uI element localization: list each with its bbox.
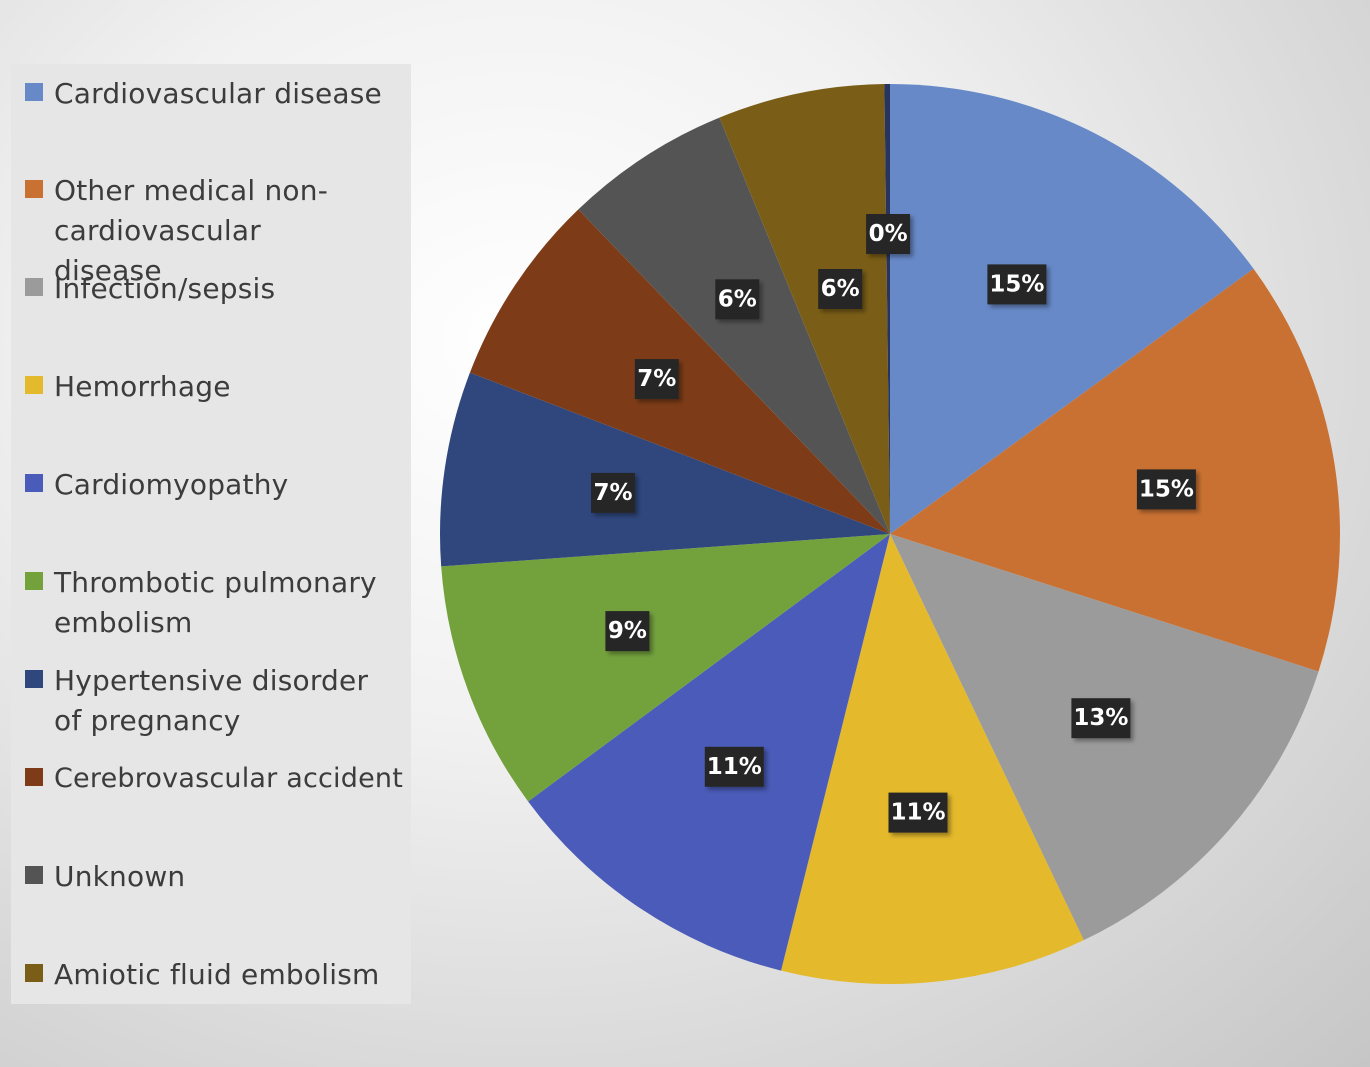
pie-slice-hemorrhage bbox=[781, 534, 1084, 984]
svg-text:15%: 15% bbox=[1139, 476, 1194, 502]
data-label-hemorrhage: 11% bbox=[888, 792, 948, 833]
legend-item-cardiovascular-disease: Cardiovascular disease bbox=[25, 74, 407, 114]
legend-label: Hemorrhage bbox=[54, 370, 231, 403]
legend-label: Unknown bbox=[54, 860, 186, 893]
legend-swatch bbox=[25, 474, 43, 492]
pie-slice-unknown bbox=[578, 117, 890, 534]
svg-text:6%: 6% bbox=[821, 276, 860, 302]
svg-text:15%: 15% bbox=[989, 271, 1044, 297]
legend-label: Infection/sepsis bbox=[54, 272, 276, 305]
legend-label: Cardiomyopathy bbox=[54, 468, 289, 501]
svg-text:7%: 7% bbox=[593, 480, 632, 506]
data-label-thrombotic-pulmonary-embolism: 9% bbox=[605, 611, 650, 652]
data-label-amiotic-fluid-embolism: 6% bbox=[818, 269, 863, 309]
data-label-cardiomyopathy: 11% bbox=[704, 746, 764, 787]
legend-item-hypertensive-disorder-of-pregnancy: Hypertensive disorder of pregnancy bbox=[25, 661, 407, 741]
data-label-cerebrovascular-accident: 7% bbox=[634, 359, 679, 400]
svg-text:9%: 9% bbox=[608, 618, 647, 644]
pie-slice-cardiovascular-disease bbox=[890, 84, 1254, 534]
legend-swatch bbox=[25, 278, 43, 296]
data-label-minor-slice: 0% bbox=[866, 214, 911, 254]
legend-item-cardiomyopathy: Cardiomyopathy bbox=[25, 465, 407, 505]
svg-text:11%: 11% bbox=[707, 754, 762, 780]
legend-item-cerebrovascular-accident: Cerebrovascular accident bbox=[25, 759, 407, 799]
legend-swatch bbox=[25, 670, 43, 688]
pie-data-labels: 15% 15% 13% 11% 11% 9% 7% 7% 6% 6% 0% bbox=[591, 214, 1196, 833]
pie-slice-hypertensive-disorder-of-pregnancy bbox=[440, 372, 890, 567]
svg-text:0%: 0% bbox=[869, 221, 908, 247]
pie-slice-other-medical-non-cardiovascular-disease bbox=[890, 268, 1341, 672]
data-label-other-medical-non-cardiovascular-disease: 15% bbox=[1136, 469, 1196, 510]
legend-swatch bbox=[25, 180, 43, 198]
legend-swatch bbox=[25, 83, 43, 101]
legend-label: Cerebrovascular accident bbox=[54, 763, 404, 794]
pie-slice-minor-slice bbox=[884, 84, 890, 534]
legend-item-thrombotic-pulmonary-embolism: Thrombotic pulmonary embolism bbox=[25, 563, 407, 643]
legend-swatch bbox=[25, 572, 43, 590]
svg-text:11%: 11% bbox=[890, 800, 945, 826]
svg-text:13%: 13% bbox=[1073, 705, 1128, 731]
legend-item-hemorrhage: Hemorrhage bbox=[25, 367, 407, 407]
legend-item-infection-sepsis: Infection/sepsis bbox=[25, 269, 407, 309]
pie-slice-cerebrovascular-accident bbox=[469, 209, 890, 534]
legend-label: Hypertensive disorder of pregnancy bbox=[54, 664, 369, 737]
legend-label: Amiotic fluid embolism bbox=[54, 958, 380, 991]
legend-label: Cardiovascular disease bbox=[54, 77, 382, 110]
legend-swatch bbox=[25, 866, 43, 884]
svg-text:6%: 6% bbox=[718, 286, 757, 312]
data-label-cardiovascular-disease: 15% bbox=[987, 264, 1047, 305]
data-label-unknown: 6% bbox=[715, 279, 760, 320]
legend-label: Other medical non-cardiovascular disease bbox=[54, 174, 329, 287]
legend-swatch bbox=[25, 376, 43, 394]
legend-item-amiotic-fluid-embolism: Amiotic fluid embolism bbox=[25, 955, 407, 995]
legend-item-unknown: Unknown bbox=[25, 857, 407, 897]
svg-text:7%: 7% bbox=[637, 366, 676, 392]
legend-label: Thrombotic pulmonary embolism bbox=[54, 566, 377, 639]
pie-slice-thrombotic-pulmonary-embolism bbox=[441, 534, 890, 802]
legend-swatch bbox=[25, 768, 43, 786]
chart-legend: Cardiovascular disease Other medical non… bbox=[11, 64, 411, 1004]
data-label-hypertensive-disorder-of-pregnancy: 7% bbox=[591, 472, 635, 513]
legend-item-other-medical-non-cardiovascular-disease: Other medical non-cardiovascular disease bbox=[25, 171, 407, 291]
legend-swatch bbox=[25, 964, 43, 982]
data-label-infection-sepsis: 13% bbox=[1071, 698, 1131, 739]
pie-slice-amiotic-fluid-embolism bbox=[719, 84, 890, 534]
